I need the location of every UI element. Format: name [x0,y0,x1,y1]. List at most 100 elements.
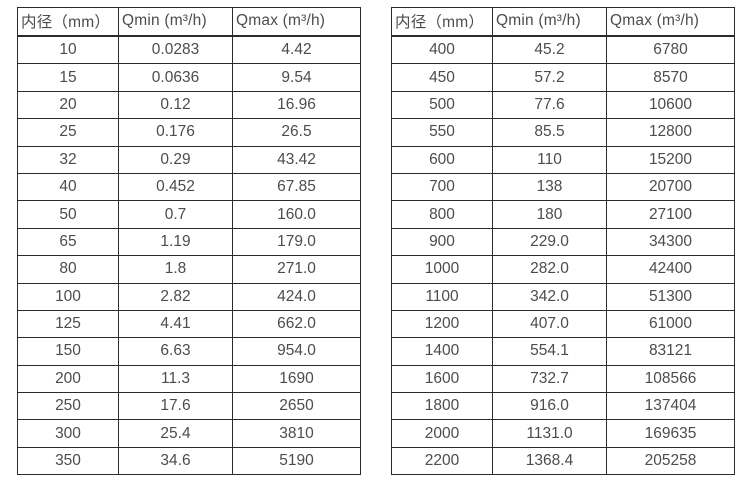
qmin-cell: 138 [492,172,607,202]
diameter-cell: 250 [17,392,119,421]
qmin-cell: 4.41 [118,309,233,339]
table-row: 100 2.82 424.0 [17,282,361,311]
qmax-cell: 205258 [606,446,735,476]
table-row: 32 0.29 43.42 [17,145,361,174]
table-row: 2200 1368.4 205258 [391,446,735,476]
diameter-cell: 2200 [391,446,493,476]
qmin-cell: 407.0 [492,309,607,339]
qmin-cell: 6.63 [118,337,233,366]
diameter-cell: 150 [17,337,119,366]
diameter-cell: 50 [17,200,119,229]
diameter-cell: 700 [391,172,493,202]
table-row: 350 34.6 5190 [17,446,361,476]
table-row: 80 1.8 271.0 [17,255,361,284]
qmin-cell: 1.8 [118,255,233,284]
table-header-row: 内径（mm） Qmin (m³/h) Qmax (m³/h) [391,7,735,37]
diameter-cell: 125 [17,309,119,339]
qmin-cell: 85.5 [492,118,607,147]
diameter-cell: 550 [391,118,493,147]
diameter-cell: 20 [17,90,119,120]
diameter-cell: 32 [17,145,119,174]
qmin-cell: 732.7 [492,364,607,394]
qmax-cell: 83121 [606,337,735,366]
table-row: 200 11.3 1690 [17,364,361,394]
diameter-cell: 25 [17,118,119,147]
table-header-row: 内径（mm） Qmin (m³/h) Qmax (m³/h) [17,7,361,37]
table-row: 2000 1131.0 169635 [391,419,735,448]
diameter-cell: 400 [391,35,493,65]
qmin-cell: 0.176 [118,118,233,147]
diameter-cell: 80 [17,255,119,284]
qmax-cell: 42400 [606,255,735,284]
diameter-cell: 10 [17,35,119,65]
table-row: 65 1.19 179.0 [17,227,361,257]
table-row: 800 180 27100 [391,200,735,229]
diameter-cell: 450 [391,63,493,92]
diameter-cell: 1000 [391,255,493,284]
diameter-cell: 900 [391,227,493,257]
qmax-cell: 34300 [606,227,735,257]
qmin-header: Qmin (m³/h) [118,7,233,37]
diameter-header: 内径（mm） [17,7,119,37]
qmin-cell: 11.3 [118,364,233,394]
qmin-cell: 1.19 [118,227,233,257]
table-row: 700 138 20700 [391,172,735,202]
diameter-cell: 600 [391,145,493,174]
table-row: 450 57.2 8570 [391,63,735,92]
table-row: 400 45.2 6780 [391,35,735,65]
qmax-cell: 169635 [606,419,735,448]
qmax-cell: 108566 [606,364,735,394]
table-body: 10 0.0283 4.42 15 0.0636 9.54 20 0.12 16.96 25 0.1… [17,35,361,476]
qmax-cell: 6780 [606,35,735,65]
qmin-cell: 916.0 [492,392,607,421]
qmin-cell: 25.4 [118,419,233,448]
table-row: 150 6.63 954.0 [17,337,361,366]
qmin-cell: 57.2 [492,63,607,92]
qmax-header: Qmax (m³/h) [232,7,361,37]
qmin-cell: 1368.4 [492,446,607,476]
flow-table-small-diameters: 内径（mm） Qmin (m³/h) Qmax (m³/h) 10 0.0283 4… [17,7,361,476]
qmax-cell: 2650 [232,392,361,421]
qmax-cell: 1690 [232,364,361,394]
table-row: 15 0.0636 9.54 [17,63,361,92]
table-row: 1600 732.7 108566 [391,364,735,394]
table-row: 1800 916.0 137404 [391,392,735,421]
diameter-cell: 1400 [391,337,493,366]
qmin-cell: 34.6 [118,446,233,476]
qmin-cell: 17.6 [118,392,233,421]
qmax-cell: 16.96 [232,90,361,120]
qmin-cell: 0.452 [118,172,233,202]
qmax-cell: 3810 [232,419,361,448]
qmax-cell: 954.0 [232,337,361,366]
table-row: 20 0.12 16.96 [17,90,361,120]
flow-table-large-diameters: 内径（mm） Qmin (m³/h) Qmax (m³/h) 400 45.2 67… [391,7,735,476]
diameter-cell: 40 [17,172,119,202]
table-row: 550 85.5 12800 [391,118,735,147]
diameter-cell: 1600 [391,364,493,394]
qmax-cell: 662.0 [232,309,361,339]
qmin-cell: 2.82 [118,282,233,311]
table-row: 50 0.7 160.0 [17,200,361,229]
qmax-cell: 15200 [606,145,735,174]
diameter-cell: 100 [17,282,119,311]
qmax-cell: 67.85 [232,172,361,202]
table-row: 250 17.6 2650 [17,392,361,421]
qmax-cell: 12800 [606,118,735,147]
diameter-cell: 1200 [391,309,493,339]
qmin-cell: 554.1 [492,337,607,366]
table-row: 40 0.452 67.85 [17,172,361,202]
table-row: 1000 282.0 42400 [391,255,735,284]
qmin-cell: 45.2 [492,35,607,65]
qmax-cell: 43.42 [232,145,361,174]
diameter-cell: 1100 [391,282,493,311]
qmax-cell: 5190 [232,446,361,476]
qmin-cell: 1131.0 [492,419,607,448]
qmax-cell: 27100 [606,200,735,229]
qmax-cell: 51300 [606,282,735,311]
qmin-header: Qmin (m³/h) [492,7,607,37]
qmin-cell: 110 [492,145,607,174]
qmin-cell: 180 [492,200,607,229]
diameter-header: 内径（mm） [391,7,493,37]
diameter-cell: 15 [17,63,119,92]
qmax-cell: 10600 [606,90,735,120]
